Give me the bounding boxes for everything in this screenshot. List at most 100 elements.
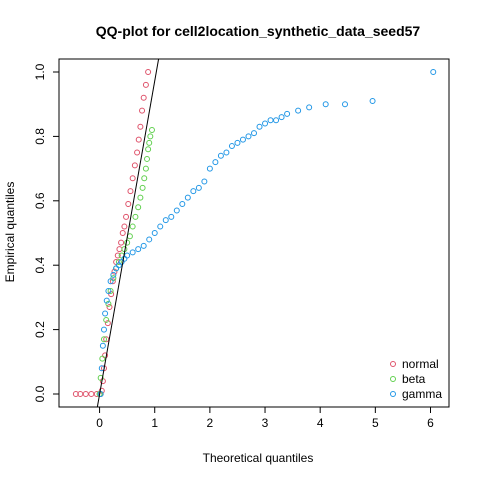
- normal-point: [123, 213, 130, 220]
- normal-point: [114, 252, 121, 259]
- normal-point: [116, 246, 123, 253]
- normal-point: [121, 223, 128, 230]
- normal-point: [125, 201, 132, 208]
- normal-point: [137, 123, 144, 130]
- x-tick-label: 0: [96, 416, 103, 430]
- data-points: [72, 69, 437, 397]
- beta-point: [105, 300, 112, 307]
- gamma-point: [201, 178, 208, 185]
- gamma-point: [115, 262, 122, 269]
- y-axis-label: Empirical quantiles: [3, 182, 17, 283]
- gamma-point: [342, 101, 348, 108]
- y-tick-label: 0.2: [33, 321, 47, 338]
- beta-point: [115, 258, 122, 265]
- y-tick-label: 0.0: [33, 385, 47, 402]
- normal-point: [109, 278, 116, 285]
- gamma-point: [223, 149, 230, 156]
- gamma-point: [102, 310, 109, 317]
- normal-point: [72, 391, 79, 397]
- series-beta: [96, 126, 155, 397]
- gamma-point: [273, 117, 280, 124]
- gamma-point: [110, 271, 117, 278]
- normal-point: [135, 136, 142, 143]
- gamma-point: [239, 136, 246, 143]
- reference-line-group: [96, 58, 160, 407]
- legend-label-normal: normal: [402, 357, 439, 371]
- gamma-point: [105, 287, 112, 294]
- normal-point: [131, 162, 138, 169]
- beta-point: [145, 146, 152, 153]
- beta-point: [137, 194, 144, 201]
- gamma-point: [234, 139, 241, 146]
- gamma-point: [284, 110, 291, 117]
- normal-point: [118, 239, 125, 246]
- gamma-point: [184, 194, 191, 201]
- gamma-point: [228, 143, 235, 150]
- y-axis: 0.0 0.2 0.4 0.6 0.8 1.0: [33, 63, 59, 402]
- gamma-point: [217, 152, 224, 159]
- gamma-point: [256, 123, 263, 130]
- normal-point: [103, 336, 110, 343]
- y-tick-label: 0.8: [33, 128, 47, 145]
- gamma-point: [103, 297, 110, 304]
- beta-point: [141, 175, 148, 182]
- beta-point: [148, 126, 155, 133]
- normal-point: [111, 268, 118, 275]
- x-tick-label: 5: [372, 416, 379, 430]
- beta-point: [135, 204, 142, 211]
- normal-point: [127, 188, 134, 195]
- legend-marker-gamma: [390, 391, 396, 397]
- beta-point: [103, 316, 110, 323]
- reference-line: [96, 58, 160, 407]
- normal-point: [119, 230, 126, 236]
- gamma-point: [100, 326, 107, 333]
- beta-point: [142, 165, 149, 172]
- beta-point: [139, 184, 146, 191]
- normal-point: [88, 391, 95, 397]
- beta-point: [97, 374, 104, 381]
- gamma-point: [124, 252, 131, 259]
- gamma-point: [162, 217, 169, 224]
- gamma-point: [129, 249, 136, 256]
- gamma-point: [195, 184, 202, 191]
- x-tick-label: 3: [262, 416, 269, 430]
- y-tick-label: 0.4: [33, 257, 47, 274]
- chart-title: QQ-plot for cell2location_synthetic_data…: [96, 23, 421, 39]
- gamma-point: [430, 69, 437, 75]
- gamma-point: [99, 342, 106, 349]
- gamma-point: [206, 165, 213, 172]
- gamma-point: [212, 159, 219, 166]
- normal-point: [134, 149, 141, 156]
- gamma-point: [295, 107, 302, 114]
- beta-point: [100, 336, 107, 343]
- gamma-point: [135, 246, 142, 253]
- normal-point: [77, 391, 84, 397]
- x-tick-label: 1: [151, 416, 158, 430]
- gamma-point: [190, 188, 197, 195]
- y-tick-label: 0.6: [33, 192, 47, 209]
- plot-frame: [58, 58, 450, 408]
- beta-point: [146, 139, 153, 146]
- gamma-point: [157, 223, 164, 230]
- legend-marker-beta: [390, 376, 396, 382]
- series-normal: [72, 69, 152, 397]
- series-gamma: [97, 69, 437, 397]
- normal-point: [129, 175, 136, 182]
- beta-point: [124, 239, 131, 246]
- beta-point: [129, 223, 136, 230]
- normal-point: [104, 320, 111, 327]
- x-tick-label: 6: [427, 416, 434, 430]
- gamma-point: [278, 114, 285, 121]
- beta-point: [132, 213, 139, 220]
- legend-label-gamma: gamma: [402, 387, 442, 401]
- gamma-point: [146, 236, 153, 243]
- normal-point: [140, 94, 147, 101]
- x-axis-label: Theoretical quantiles: [203, 451, 314, 465]
- x-axis: 0 1 2 3 4 5 6: [96, 407, 434, 430]
- gamma-point: [97, 391, 104, 397]
- gamma-point: [306, 104, 313, 111]
- y-tick-label: 1.0: [33, 63, 47, 80]
- normal-point: [106, 304, 113, 311]
- normal-point: [139, 107, 146, 114]
